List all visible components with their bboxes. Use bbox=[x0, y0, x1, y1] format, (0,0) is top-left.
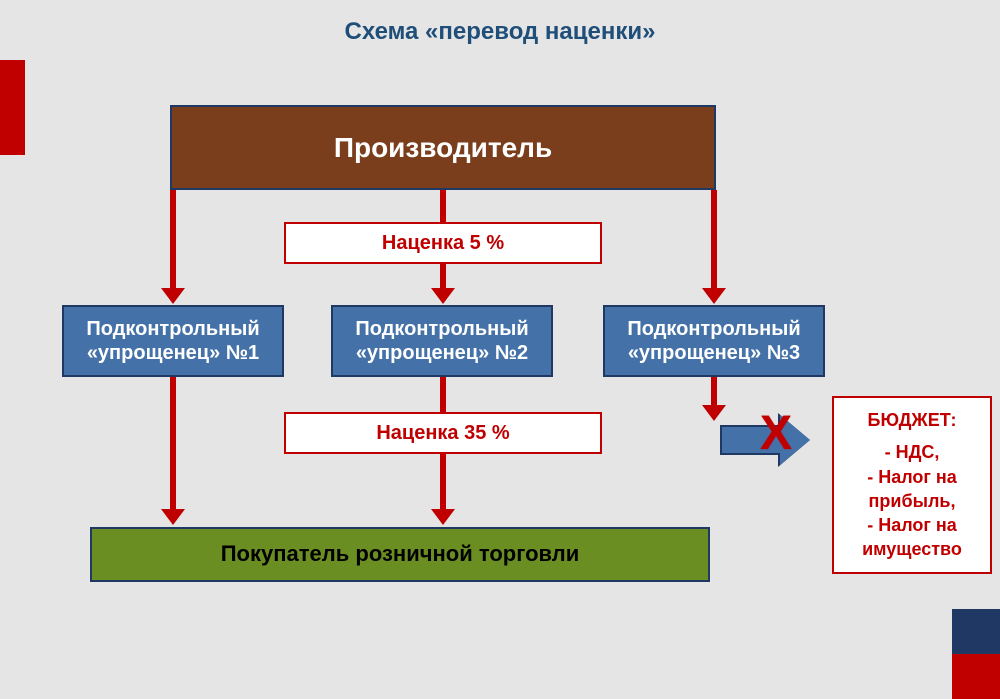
node-sub-3-label: Подконтрольный «упрощенец» №3 bbox=[605, 317, 823, 365]
decoration-bottom-blue bbox=[952, 609, 1000, 654]
budget-line-2: - Налог на прибыль, bbox=[842, 465, 982, 514]
arrow-sub3-to-budget bbox=[711, 377, 717, 407]
decoration-bottom-red bbox=[952, 654, 1000, 699]
arrow-prod-to-sub1 bbox=[170, 190, 176, 290]
arrow-sub1-to-buyer bbox=[170, 377, 176, 511]
budget-title: БЮДЖЕТ: bbox=[842, 408, 982, 432]
node-buyer-label: Покупатель розничной торговли bbox=[221, 541, 580, 567]
node-sub-1-label: Подконтрольный «упрощенец» №1 bbox=[64, 317, 282, 365]
node-buyer: Покупатель розничной торговли bbox=[90, 527, 710, 582]
node-producer-label: Производитель bbox=[334, 131, 552, 165]
node-sub-1: Подконтрольный «упрощенец» №1 bbox=[62, 305, 284, 377]
budget-line-1: - НДС, bbox=[842, 440, 982, 464]
badge-markup-5: Наценка 5 % bbox=[284, 222, 602, 264]
badge-markup-35: Наценка 35 % bbox=[284, 412, 602, 454]
badge-markup-5-label: Наценка 5 % bbox=[382, 232, 504, 255]
x-mark-icon: X bbox=[760, 410, 792, 458]
budget-line-3: - Налог на имущество bbox=[842, 513, 982, 562]
node-sub-2: Подконтрольный «упрощенец» №2 bbox=[331, 305, 553, 377]
node-sub-2-label: Подконтрольный «упрощенец» №2 bbox=[333, 317, 551, 365]
budget-box: БЮДЖЕТ: - НДС, - Налог на прибыль, - Нал… bbox=[832, 396, 992, 574]
diagram-canvas: Схема «перевод наценки» Производитель На… bbox=[0, 0, 1000, 699]
page-title: Схема «перевод наценки» bbox=[0, 18, 1000, 46]
badge-markup-35-label: Наценка 35 % bbox=[376, 422, 509, 445]
node-producer: Производитель bbox=[170, 105, 716, 190]
decoration-left-red-bar bbox=[0, 60, 25, 155]
arrow-prod-to-sub3 bbox=[711, 190, 717, 290]
decoration-bottom-right bbox=[952, 609, 1000, 699]
node-sub-3: Подконтрольный «упрощенец» №3 bbox=[603, 305, 825, 377]
arrow-to-budget-blocked: X bbox=[720, 415, 810, 465]
